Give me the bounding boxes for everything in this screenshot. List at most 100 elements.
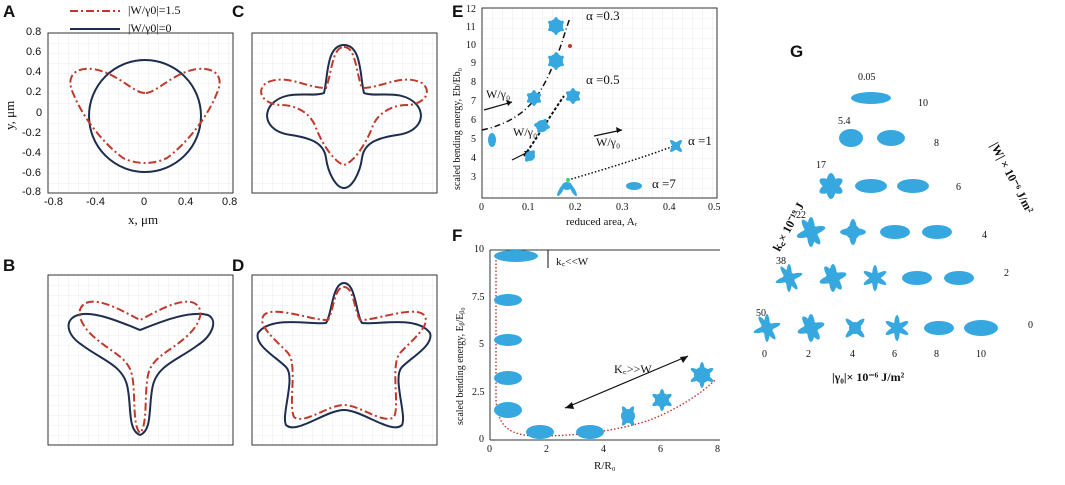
panel-b-dashed-shape xyxy=(78,300,202,435)
panel-f-xtick: 8 xyxy=(715,444,720,455)
panel-g-vesicle xyxy=(775,264,803,292)
panel-f-xtick: 4 xyxy=(601,444,606,455)
panel-f-vesicle xyxy=(494,371,522,385)
panel-e-xtick: 0.3 xyxy=(616,202,629,213)
panel-g-w-value: 10 xyxy=(918,98,928,109)
panel-g-gamma-axis: |γ₀|× 10⁻⁶ J/m² xyxy=(832,370,905,384)
panel-g-vesicle xyxy=(753,314,781,342)
panel-e-vesicle xyxy=(670,140,682,152)
panel-f-ytick: 0 xyxy=(479,434,484,445)
panel-a-xtick: 0.4 xyxy=(178,196,194,208)
panel-g-vesicle xyxy=(839,129,863,147)
panel-g-w-value: 6 xyxy=(956,182,961,193)
panel-d-dashed-shape xyxy=(261,285,427,420)
panel-g-vesicle xyxy=(797,314,825,342)
panel-g-plot xyxy=(753,92,998,342)
panel-f-vesicle xyxy=(576,425,604,439)
panel-e-marker xyxy=(568,44,572,48)
panel-g-vesicle xyxy=(897,179,929,193)
panel-f-ytick: 5 xyxy=(479,339,484,350)
panel-label-c: C xyxy=(232,2,245,21)
panel-e-ylabel: scaled bending energy, Eb/Eb₀ xyxy=(452,67,463,190)
panel-a-xtick: 0.8 xyxy=(222,196,238,208)
panel-g-vesicle xyxy=(922,225,952,239)
panel-label-e: E xyxy=(452,2,464,21)
panel-e-alpha-label: α =0.3 xyxy=(586,8,620,23)
panel-e-ytick: 3 xyxy=(471,172,476,183)
panel-e-vesicle xyxy=(534,118,550,134)
panel-e-ytick: 4 xyxy=(471,153,476,164)
panel-e-xtick: 0.5 xyxy=(708,202,721,213)
legend-solid-label: |W/γ0|=0 xyxy=(128,21,172,35)
panel-g-gamma-value: 6 xyxy=(892,349,897,360)
panel-a-ytick: 0.2 xyxy=(26,86,42,98)
panel-f-vesicle xyxy=(526,425,554,439)
panel-d-solid-shape xyxy=(256,281,432,429)
panel-g-gamma-value: 0 xyxy=(762,349,767,360)
panel-label-a: A xyxy=(3,2,16,21)
panel-e-xtick: 0.4 xyxy=(663,202,676,213)
panel-e-arrowhead-1 xyxy=(506,100,512,106)
panel-e-xtick: 0.2 xyxy=(569,202,582,213)
panel-e-vesicle xyxy=(488,133,496,147)
panel-e-ytick: 8 xyxy=(471,77,476,88)
panel-g-w-value: 4 xyxy=(982,230,987,241)
panel-g-kc-value: 5.4 xyxy=(838,116,851,127)
panel-f-ylabel: scaled bending energy, Eᵦ/Eᵦ₀ xyxy=(455,307,466,425)
panel-f-ytick: 10 xyxy=(474,244,484,255)
panel-e-arrow-label: W/γ₀ xyxy=(486,87,511,101)
panel-a-plot xyxy=(47,32,234,194)
panel-g-vesicle xyxy=(819,173,843,199)
panel-g-vesicle xyxy=(840,219,866,245)
panel-e-vesicle xyxy=(557,182,577,197)
panel-a-xtick: -0.8 xyxy=(44,196,63,208)
panel-f-ytick: 7.5 xyxy=(472,292,485,303)
panel-f-vesicle xyxy=(494,402,522,418)
panel-g-vesicle xyxy=(863,265,887,291)
panel-label-d: D xyxy=(232,256,245,275)
panel-label-g: G xyxy=(790,42,804,61)
panel-g-vesicle xyxy=(855,179,887,193)
panel-a-ytick: -0.8 xyxy=(22,186,41,198)
panel-f-xtick: 2 xyxy=(544,444,549,455)
panel-e-marker xyxy=(566,178,570,182)
panel-a-ytick: 0.8 xyxy=(26,26,42,38)
panel-f-xtick: 6 xyxy=(658,444,663,455)
panel-g-vesicle xyxy=(851,92,891,104)
panel-f-vesicle xyxy=(494,250,538,262)
panel-f-arrowhead xyxy=(565,402,574,409)
panel-g-w-value: 8 xyxy=(934,138,939,149)
panel-g-gamma-value: 8 xyxy=(934,349,939,360)
panel-e-plot xyxy=(481,7,718,199)
panel-e-curve-alpha1 xyxy=(567,145,675,181)
panel-g-kc-value: 22 xyxy=(796,210,806,221)
panel-a-xtick: 0 xyxy=(141,196,148,208)
panel-g-vesicle xyxy=(796,217,826,247)
panel-e-ytick: 5 xyxy=(471,134,476,145)
panel-e-vesicle xyxy=(565,88,581,104)
panel-f-k-arrow xyxy=(564,355,689,409)
panel-e-xtick: 0 xyxy=(479,202,484,213)
panel-c-plot xyxy=(251,32,438,194)
panel-g-w-value: 2 xyxy=(1004,268,1009,279)
panel-b-plot xyxy=(47,274,234,446)
panel-f-vesicle xyxy=(652,389,672,411)
panel-a-solid-circle xyxy=(88,59,202,173)
panel-g-vesicle xyxy=(819,264,847,292)
panel-a-ytick: 0.6 xyxy=(26,46,42,58)
panel-f-curve xyxy=(495,260,716,437)
panel-g-kc-value: 17 xyxy=(816,160,826,171)
panel-g-vesicle xyxy=(944,271,974,285)
panel-a-ytick: 0 xyxy=(36,107,43,119)
legend xyxy=(70,10,120,30)
panel-e-alpha-label: α =7 xyxy=(652,176,676,191)
panel-g-gamma-value: 10 xyxy=(976,349,986,360)
panel-g-kc-value: 38 xyxy=(776,256,786,267)
panel-d-plot xyxy=(251,274,438,446)
panel-e-vesicle xyxy=(526,90,542,106)
panel-e-arrow-label: W/γ₀ xyxy=(513,125,538,139)
panel-e-xtick: 0.1 xyxy=(522,202,535,213)
panel-f-kc-label: k꜀<<W xyxy=(556,256,589,268)
panel-e-vesicle xyxy=(626,182,642,190)
panel-g-vesicle xyxy=(877,130,905,146)
